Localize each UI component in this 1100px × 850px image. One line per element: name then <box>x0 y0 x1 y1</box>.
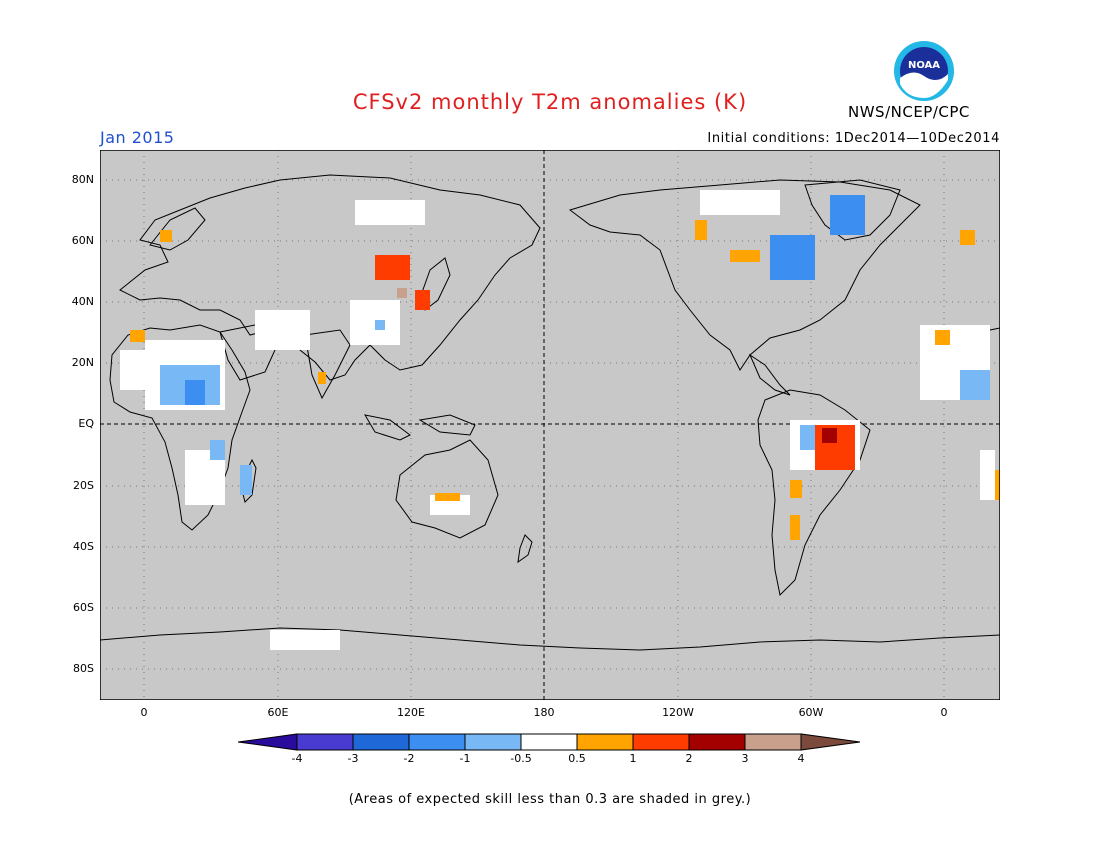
lat-label: 60S <box>73 601 94 614</box>
lat-label: EQ <box>78 417 94 430</box>
forecast-month: Jan 2015 <box>100 128 175 147</box>
coastlines <box>100 174 1000 651</box>
lon-label: 60W <box>798 706 824 719</box>
anomaly-brown-patches <box>397 288 407 298</box>
lat-label: 40N <box>71 295 94 308</box>
colorbar-box <box>632 733 690 751</box>
colorbar-label: -1 <box>459 752 471 765</box>
lat-label: 20N <box>71 356 94 369</box>
colorbar-box <box>352 733 410 751</box>
colorbar-label: -0.5 <box>510 752 532 765</box>
colorbar-label: 2 <box>685 752 693 765</box>
noaa-logo-icon: NOAA <box>894 41 954 101</box>
skill-footnote: (Areas of expected skill less than 0.3 a… <box>348 792 752 807</box>
colorbar-label: 3 <box>741 752 749 765</box>
logo-text: NOAA <box>908 60 940 71</box>
colorbar-low-arrow <box>238 733 298 751</box>
colorbar-high-arrow <box>800 733 861 751</box>
lon-label: 0 <box>140 706 148 719</box>
colorbar-box <box>296 733 354 751</box>
lat-label: 60N <box>71 234 94 247</box>
colorbar <box>238 733 861 751</box>
lat-label: 80N <box>71 173 94 186</box>
lat-label: 40S <box>73 540 94 553</box>
colorbar-box <box>520 733 578 751</box>
lat-label: 20S <box>73 479 94 492</box>
colorbar-box <box>744 733 802 751</box>
colorbar-label: -2 <box>403 752 415 765</box>
colorbar-box <box>688 733 746 751</box>
colorbar-box <box>464 733 522 751</box>
lon-label: 120W <box>662 706 694 719</box>
lon-label: 120E <box>397 706 425 719</box>
colorbar-label: -4 <box>291 752 303 765</box>
colorbar-box <box>408 733 466 751</box>
lon-label: 180 <box>533 706 555 719</box>
colorbar-label: -3 <box>347 752 359 765</box>
colorbar-box <box>576 733 634 751</box>
lat-label: 80S <box>73 662 94 675</box>
anomaly-blue-patches <box>185 195 865 405</box>
lon-label: 0 <box>940 706 948 719</box>
lon-label: 60E <box>267 706 289 719</box>
anomaly-orange-patches <box>130 220 1000 540</box>
anomaly-map <box>100 150 1000 700</box>
chart-title: CFSv2 monthly T2m anomalies (K) <box>352 90 748 114</box>
colorbar-label: 0.5 <box>568 752 586 765</box>
org-label: NWS/NCEP/CPC <box>848 103 970 121</box>
colorbar-label: 4 <box>797 752 805 765</box>
colorbar-label: 1 <box>629 752 637 765</box>
initial-conditions: Initial conditions: 1Dec2014—10Dec2014 <box>707 131 1000 146</box>
anomaly-dark-red-patches <box>822 428 837 443</box>
